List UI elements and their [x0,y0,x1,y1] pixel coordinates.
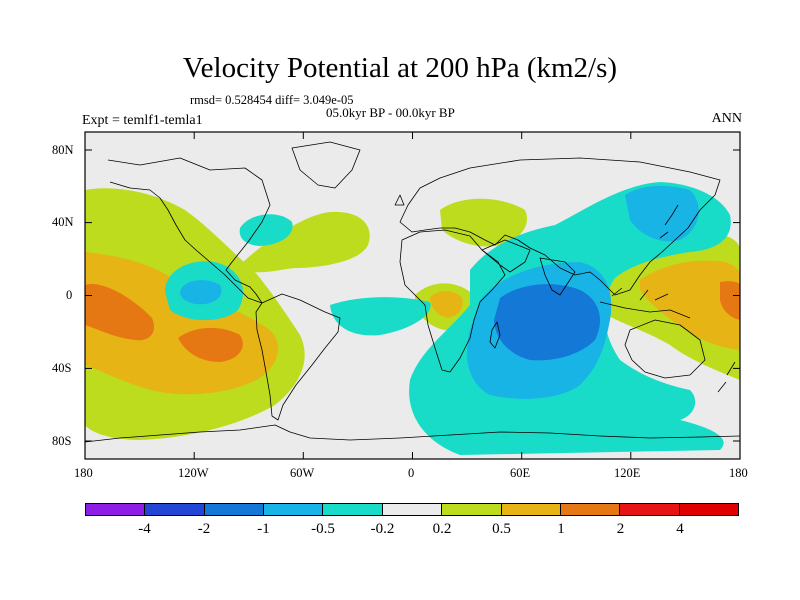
colorbar-label: 1 [557,521,565,537]
contour-pos-mid-pacific-west [640,260,740,350]
coast-greenland [291,141,361,189]
colorbar-box-6 [442,504,502,515]
contour-pos-mid-africa-west [430,291,463,318]
lon-label-120E: 120E [614,466,641,480]
lon-ticks [84,132,741,459]
colorbar-label: 4 [676,521,684,537]
contour-neg-strong-indian [494,284,600,361]
colorbar-box-9 [620,504,680,515]
colorbar-box-7 [501,504,561,515]
lat-label-40N: 40N [52,215,74,229]
time-period: 05.0kyr BP - 00.0kyr BP [326,105,455,120]
coast-australia [624,319,706,379]
contour-neg-weak-atlantic-north [239,214,293,246]
contour-pos-strong-maritime [720,281,740,320]
experiment-label: Expt = temlf1-temla1 [82,113,203,128]
colorbar-label: -4 [138,521,151,537]
lon-label-60E: 60E [510,466,531,480]
lat-label-80S: 80S [52,434,72,448]
contour-pos-weak-mediterranean [440,198,528,247]
lat-label-80N: 80N [52,143,74,157]
coast-south-america [255,293,341,421]
lon-label-180-west: 180 [74,466,93,480]
colorbar-box-8 [560,504,621,515]
lon-label-180-east: 180 [729,466,748,480]
coast-india [539,257,576,296]
colorbar-label: 2 [616,521,625,537]
colorbar-label: 0.2 [432,521,452,537]
contour-pos-strong-pacific-east [85,284,155,341]
colorbar-box-5 [382,504,443,515]
lon-label-60W: 60W [290,466,315,480]
coast-indonesia [599,287,691,319]
season-label: ANN [711,111,742,126]
coast-madagascar [489,321,501,349]
colorbar-box-4 [323,504,383,515]
colorbar [85,503,739,516]
rmsd-diff-stats: rmsd= 0.528454 diff= 3.049e-05 [190,93,354,107]
lon-label-0: 0 [408,466,415,480]
lat-ticks [85,149,740,442]
colorbar-label: -0.2 [370,521,395,537]
coast-uk [394,194,405,206]
colorbar-box-0 [86,504,146,515]
colorbar-label: -0.5 [311,521,335,537]
colorbar-box-10 [679,504,738,515]
coast-japan [659,204,679,239]
coast-europe-asia [399,157,721,296]
colorbar-label: -1 [257,521,270,537]
coast-north-america [107,157,271,304]
colorbar-box-3 [264,504,324,515]
colorbar-box-2 [204,504,265,515]
colorbar-label: 0.5 [492,521,511,537]
colorbar-label: -2 [197,521,211,537]
coast-africa [399,229,506,373]
colorbar-box-1 [145,504,205,515]
lat-label-0: 0 [66,288,73,302]
lat-label-40S: 40S [52,361,72,375]
contour-neg-weak-atlantic-eq [330,297,431,336]
contour-pos-weak-atlantic-north [240,211,370,273]
lon-label-120W: 120W [178,466,209,480]
coast-antarctica [85,424,740,443]
coast-new-zealand [717,361,736,393]
plot-title: Velocity Potential at 200 hPa (km2/s) [182,52,618,84]
contour-pos-strong-south-pacific [178,327,243,362]
contour-neg-mid-caribbean [180,280,222,305]
coast-arabia [481,239,531,273]
contour-neg-mid-japan [625,185,699,242]
